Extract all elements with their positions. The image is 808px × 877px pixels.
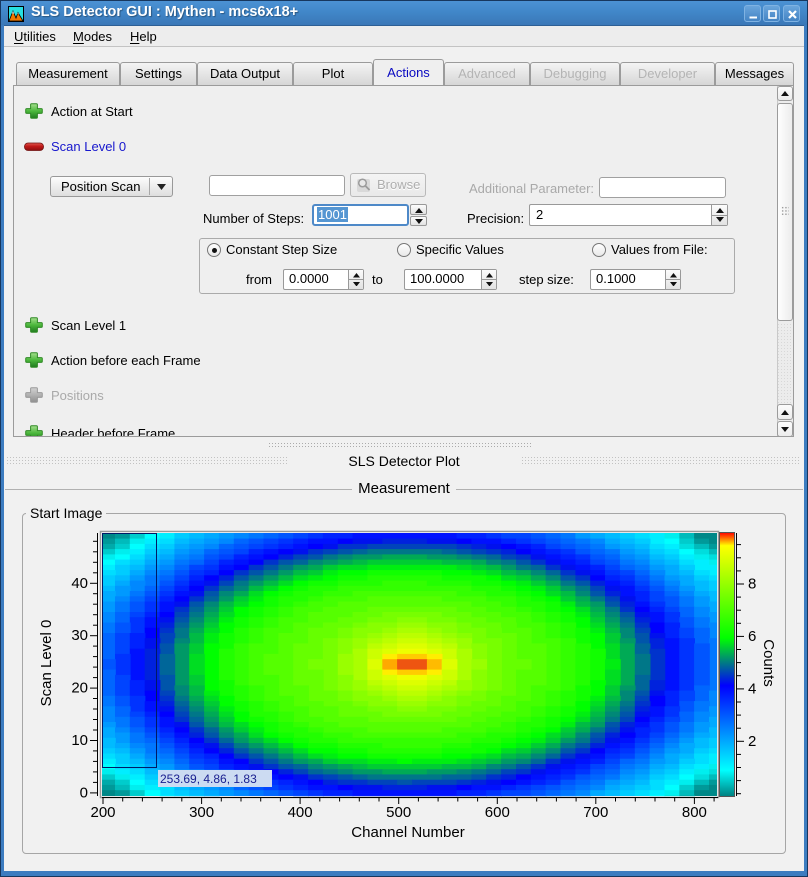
svg-text:200: 200 xyxy=(90,804,115,821)
svg-text:2: 2 xyxy=(748,733,756,750)
svg-text:700: 700 xyxy=(583,804,608,821)
svg-text:6: 6 xyxy=(748,628,756,645)
svg-text:10: 10 xyxy=(71,732,88,749)
svg-text:0: 0 xyxy=(80,784,88,801)
svg-text:Channel Number: Channel Number xyxy=(351,824,464,841)
svg-text:500: 500 xyxy=(386,804,411,821)
svg-text:400: 400 xyxy=(288,804,313,821)
svg-text:300: 300 xyxy=(189,804,214,821)
svg-text:40: 40 xyxy=(71,575,88,592)
svg-text:Counts: Counts xyxy=(760,639,777,687)
svg-text:20: 20 xyxy=(71,680,88,697)
svg-text:253.69, 4.86, 1.83: 253.69, 4.86, 1.83 xyxy=(160,772,257,786)
svg-text:4: 4 xyxy=(748,680,756,697)
svg-text:Scan Level 0: Scan Level 0 xyxy=(38,620,55,707)
svg-text:8: 8 xyxy=(748,576,756,593)
svg-text:800: 800 xyxy=(682,804,707,821)
svg-text:30: 30 xyxy=(71,627,88,644)
svg-text:600: 600 xyxy=(485,804,510,821)
